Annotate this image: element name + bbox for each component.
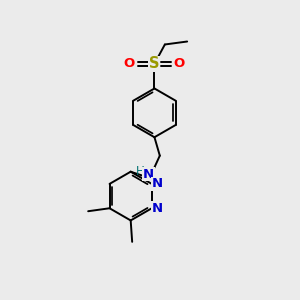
Text: O: O bbox=[174, 57, 185, 70]
Text: S: S bbox=[149, 56, 160, 71]
Text: O: O bbox=[124, 57, 135, 70]
Text: N: N bbox=[152, 177, 163, 190]
Text: N: N bbox=[143, 168, 154, 181]
Text: H: H bbox=[136, 165, 145, 178]
Text: N: N bbox=[152, 202, 163, 215]
